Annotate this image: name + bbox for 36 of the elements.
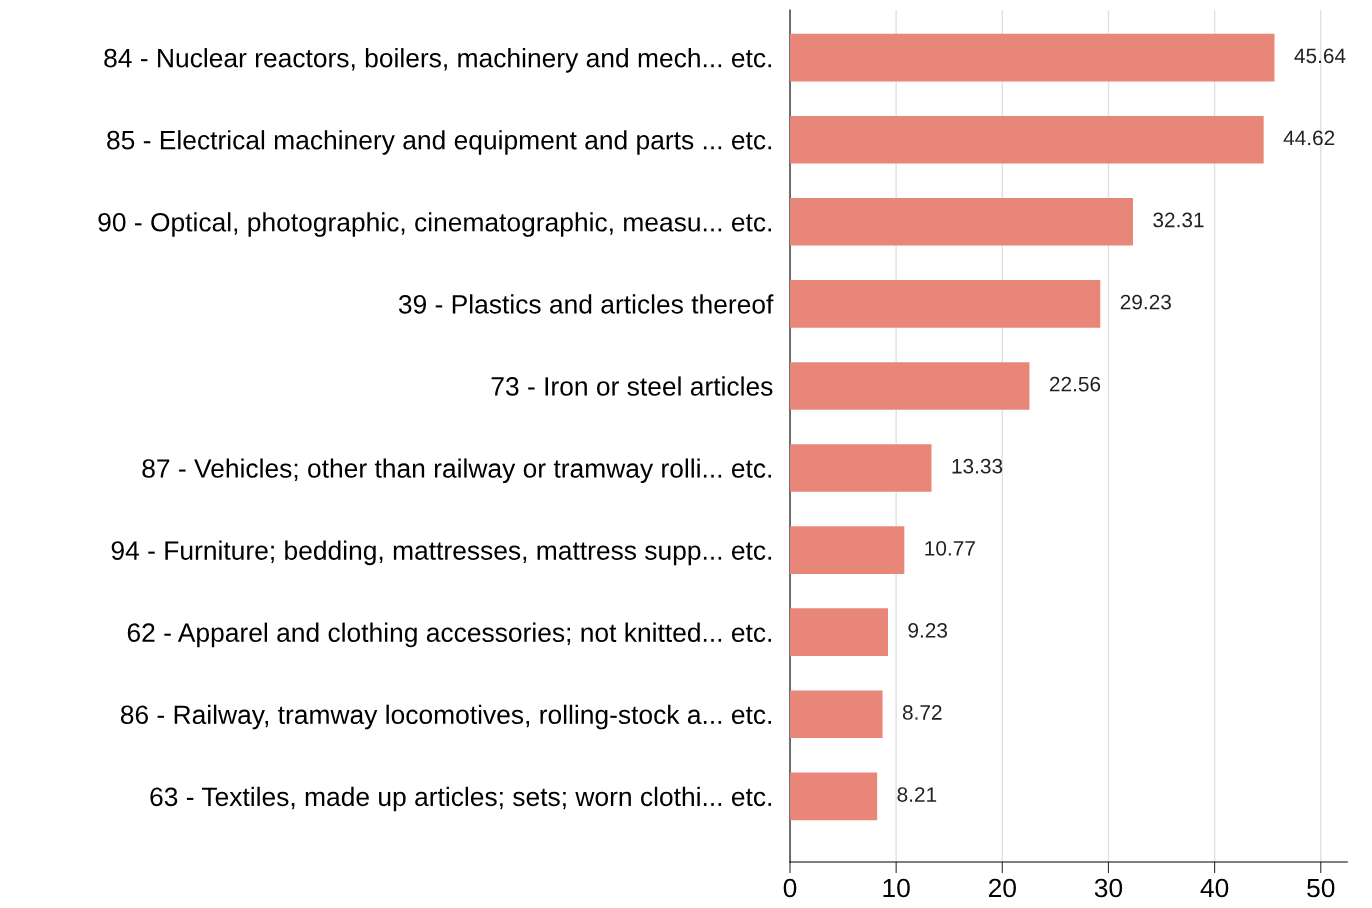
x-tick-label: 20 [988, 878, 1016, 898]
data-label: 45.64 [1294, 48, 1346, 64]
x-tick-label: 10 [883, 878, 910, 898]
data-label: 32.31 [1153, 212, 1204, 228]
x-tick-label: 0 [783, 878, 797, 898]
data-label: 22.56 [1049, 376, 1101, 392]
y-tick-label: 84 - Nuclear reactors, boilers, machinery and mech... etc. [104, 48, 771, 73]
y-tick-label: 85 - Electrical machinery and equipment and parts ... etc. [107, 130, 771, 155]
bar [790, 526, 905, 574]
bar [790, 690, 883, 739]
bar [790, 33, 1275, 82]
data-label: 9.23 [908, 623, 948, 638]
bar [790, 197, 1133, 246]
bar [790, 772, 878, 821]
data-label: 10.77 [925, 540, 975, 556]
bar [790, 115, 1264, 164]
data-label: 8.21 [897, 787, 937, 802]
bar [790, 362, 1030, 410]
data-label: 44.62 [1283, 130, 1335, 146]
x-tick-label: 40 [1200, 878, 1229, 898]
data-label: 13.33 [952, 458, 1003, 474]
y-tick-label: 73 - Iron or steel articles [491, 376, 773, 396]
y-tick-label: 63 - Textiles, made up articles; sets; worn clothi... etc. [150, 786, 771, 812]
y-tick-label: 87 - Vehicles; other than railway or tramway rolli... etc. [142, 458, 771, 484]
y-tick-label: 86 - Railway, tramway locomotives, rolling-stock a... etc. [120, 704, 771, 730]
data-label: 29.23 [1120, 294, 1171, 310]
x-tick-label: 50 [1307, 878, 1335, 898]
x-tick-label: 30 [1094, 878, 1123, 898]
y-tick-label: 94 - Furniture; bedding, mattresses, mattress supp... etc. [111, 540, 771, 566]
bar [790, 444, 932, 492]
y-tick-label: 39 - Plastics and articles thereof [398, 294, 774, 314]
bar [790, 280, 1101, 328]
data-label: 8.72 [902, 705, 942, 720]
y-tick-label: 62 - Apparel and clothing accessories; not knitted... etc. [127, 622, 771, 648]
y-tick-label: 90 - Optical, photographic, cinematographic, measu... etc. [98, 212, 771, 237]
bar [790, 608, 888, 656]
